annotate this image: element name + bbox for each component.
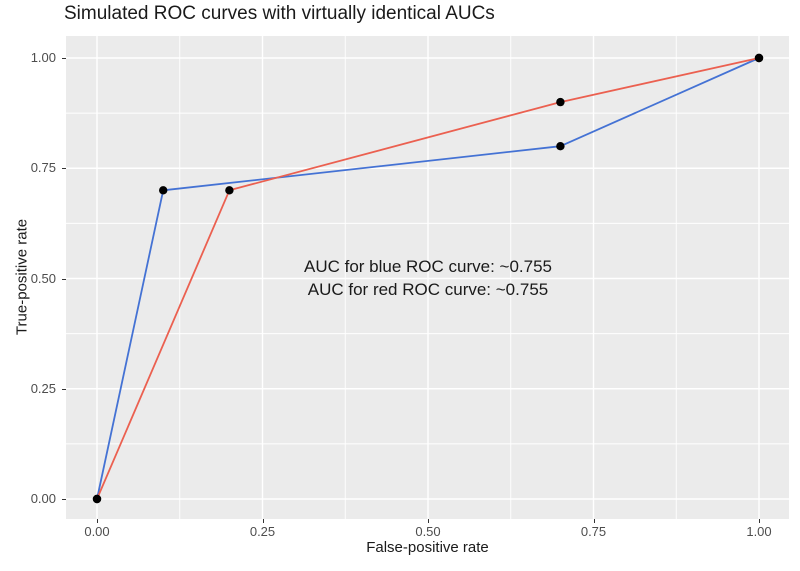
plot-panel: [66, 36, 789, 519]
chart-title: Simulated ROC curves with virtually iden…: [64, 3, 495, 24]
series-line: [96, 57, 760, 500]
y-tick-label: 0.25: [30, 380, 56, 396]
x-tick-label: 0.00: [84, 524, 110, 539]
y-tick-mark: [62, 278, 66, 280]
y-tick-label: 1.00: [30, 50, 56, 65]
data-point: [556, 142, 565, 151]
y-tick-label: 0.75: [30, 160, 56, 176]
data-point: [225, 186, 234, 195]
data-point: [92, 494, 102, 504]
data-point: [754, 53, 764, 63]
auc-annotation: AUC for red ROC curve: ~0.755: [307, 279, 549, 299]
y-tick-mark: [62, 58, 66, 59]
x-axis-title: False-positive rate: [366, 539, 489, 556]
x-tick-mark: [97, 519, 98, 523]
x-tick-mark: [428, 519, 429, 523]
x-tick-label: 0.50: [415, 524, 441, 539]
x-tick-label: 1.00: [746, 524, 772, 539]
y-tick-mark: [62, 499, 66, 500]
series-line: [96, 57, 760, 500]
y-tick-label: 0.00: [30, 491, 56, 506]
data-point: [556, 97, 565, 107]
x-tick-mark: [262, 519, 264, 523]
data-point: [159, 186, 168, 195]
x-tick-mark: [593, 519, 595, 523]
y-axis-title: True-positive rate: [13, 218, 31, 336]
x-tick-label: 0.75: [580, 524, 607, 539]
y-tick-mark: [62, 168, 66, 170]
auc-annotation: AUC for blue ROC curve: ~0.755: [303, 257, 553, 277]
plot-area-svg: [66, 36, 789, 519]
x-tick-mark: [759, 519, 760, 523]
y-tick-label: 0.50: [30, 270, 56, 286]
x-tick-label: 0.25: [249, 524, 276, 539]
y-tick-mark: [62, 388, 66, 390]
